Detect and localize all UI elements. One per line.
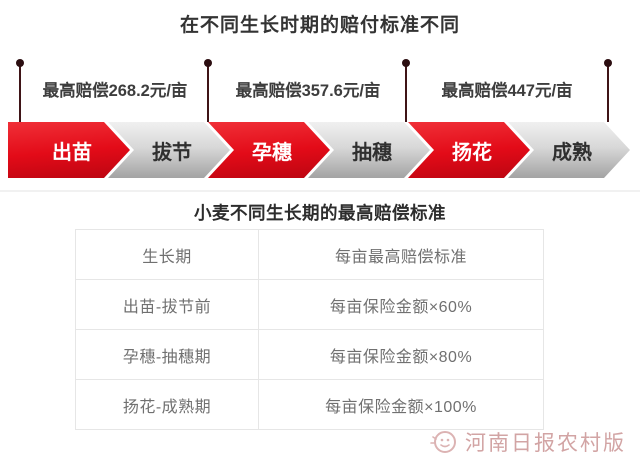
table-header-growth-period: 生长期 [75,229,259,280]
table-cell-period: 出苗-拔节前 [75,279,259,330]
pin-marker-icon [604,59,612,122]
stage-chevron-chengshu: 成熟 [508,122,630,178]
callout-max-compensation-1: 最高赔偿268.2元/亩 [42,82,188,100]
pin-marker-icon [16,59,24,122]
pin-marker-icon [402,59,410,122]
page-title: 在不同生长时期的赔付标准不同 [179,15,460,36]
henan-daily-logo-icon [430,431,456,453]
pin-marker-icon [204,59,212,122]
watermark-text: 河南日报农村版 [465,432,626,455]
growth-stage-timeline: 出苗 拔节 孕穗 抽穗 扬花 成熟 [8,122,630,178]
table-header-max-standard: 每亩最高赔偿标准 [258,229,544,280]
table-cell-standard: 每亩保险金额×60% [258,279,544,330]
table-title: 小麦不同生长期的最高赔偿标准 [194,203,446,223]
table-row: 孕穗-抽穗期 每亩保险金额×80% [75,329,544,380]
table-header-row: 生长期 每亩最高赔偿标准 [75,229,544,280]
table-cell-standard: 每亩保险金额×100% [258,379,544,430]
table-cell-period: 孕穗-抽穗期 [75,329,259,380]
table-row: 扬花-成熟期 每亩保险金额×100% [75,379,544,430]
stage-chevron-chumiao: 出苗 [8,122,130,178]
divider [0,190,640,192]
compensation-table: 生长期 每亩最高赔偿标准 出苗-拔节前 每亩保险金额×60% 孕穗-抽穗期 每亩… [75,229,544,430]
callout-max-compensation-2: 最高赔偿357.6元/亩 [235,82,381,100]
publisher-watermark: 河南日报农村版 [429,427,626,457]
table-cell-period: 扬花-成熟期 [75,379,259,430]
table-cell-standard: 每亩保险金额×80% [258,329,544,380]
callout-max-compensation-3: 最高赔偿447元/亩 [441,82,573,100]
table-row: 出苗-拔节前 每亩保险金额×60% [75,279,544,330]
